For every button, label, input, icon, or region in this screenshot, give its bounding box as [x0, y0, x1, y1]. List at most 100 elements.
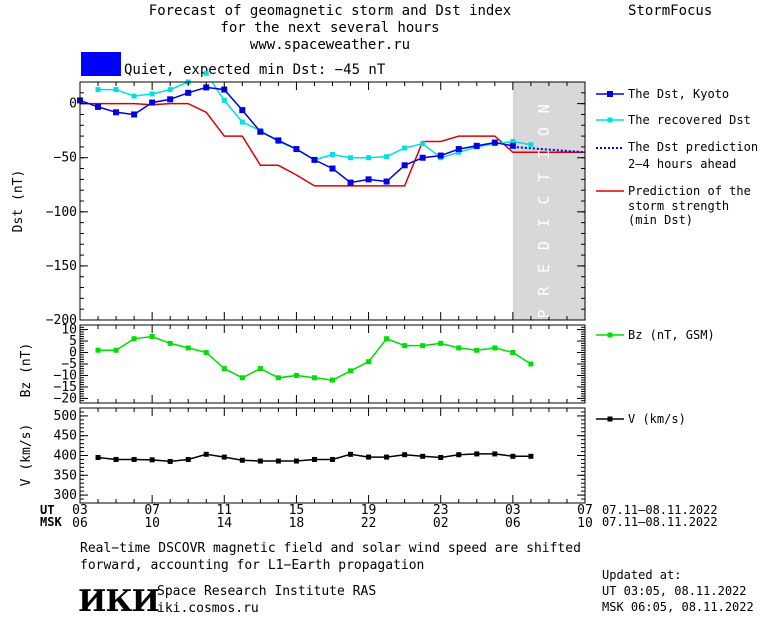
series-bz-point	[420, 343, 426, 349]
series-v-point	[348, 451, 354, 457]
footer-note-line1: Real−time DSCOVR magnetic field and sola…	[80, 541, 581, 556]
series-bz-point	[402, 343, 408, 349]
x-tick-label-ut: 03	[72, 503, 88, 518]
y-tick-label: −5	[61, 357, 77, 372]
series-recovered-point	[456, 149, 462, 155]
x-tick-label-ut: 07	[577, 503, 593, 518]
institute-url[interactable]: iki.cosmos.ru	[157, 601, 259, 616]
y-axis-label: Bz (nT)	[19, 343, 34, 398]
iki-logo: ИКИ	[78, 584, 160, 619]
series-v-point	[366, 454, 372, 460]
prediction-label-letter: I	[535, 218, 553, 227]
chart-title-line2: for the next several hours	[220, 20, 440, 36]
series-bz-point	[384, 336, 390, 342]
y-tick-label: 0	[69, 97, 77, 112]
series-v-point	[275, 458, 281, 464]
series-kyoto-point	[293, 146, 300, 153]
x-tick-label-ut: 03	[505, 503, 521, 518]
series-recovered-point	[167, 87, 173, 93]
series-kyoto-point	[419, 154, 426, 161]
series-bz-point	[330, 377, 335, 383]
axis-msk-label: MSK	[40, 515, 62, 529]
series-recovered-line	[98, 82, 532, 161]
series-kyoto-point	[95, 103, 102, 110]
updated-label: Updated at:	[602, 568, 682, 582]
series-recovered-point	[528, 142, 534, 148]
series-v-point	[293, 458, 299, 464]
series-bz-point	[167, 340, 173, 346]
x-tick-label-ut: 07	[144, 503, 160, 518]
y-tick-label: 450	[54, 429, 77, 444]
series-recovered-point	[113, 87, 119, 93]
series-kyoto-point	[329, 165, 336, 172]
series-bz-point	[113, 347, 119, 353]
series-kyoto-point	[509, 142, 516, 149]
series-kyoto-point	[365, 176, 372, 183]
y-tick-label: 10	[61, 323, 77, 338]
series-recovered-point	[221, 97, 227, 103]
series-v-point	[239, 457, 245, 463]
series-v-point	[185, 456, 191, 462]
y-tick-label: −50	[54, 151, 77, 166]
prediction-label-letter: E	[535, 264, 553, 273]
series-recovered-point	[239, 119, 245, 125]
legend-swatch-bz-marker	[607, 332, 613, 338]
series-v-point	[311, 456, 317, 462]
y-axis-label: V (km/s)	[19, 424, 34, 487]
series-kyoto-point	[275, 137, 282, 144]
prediction-band	[512, 82, 585, 320]
legend-swatch-kyoto-marker	[607, 91, 613, 97]
panel-frame	[79, 81, 586, 321]
series-kyoto-point	[383, 178, 390, 185]
series-kyoto-point	[311, 156, 318, 163]
series-v-point	[330, 456, 335, 462]
series-v-point	[510, 453, 516, 459]
legend-storm-line2: storm strength	[628, 199, 730, 213]
y-tick-label: 400	[54, 449, 77, 464]
legend-dst-recovered: The recovered Dst	[628, 113, 751, 127]
x-tick-label-msk: 14	[216, 516, 232, 531]
series-bz-point	[311, 375, 317, 381]
series-bz-point	[492, 345, 498, 351]
series-bz-point	[221, 366, 227, 372]
x-tick-label-ut: 23	[433, 503, 449, 518]
y-tick-label: −20	[54, 391, 77, 406]
series-v-point	[113, 456, 119, 462]
y-tick-label: 0	[69, 346, 77, 361]
x-tick-label-ut: 19	[361, 503, 377, 518]
y-tick-label: 350	[54, 468, 77, 483]
series-v-point	[528, 453, 534, 459]
y-tick-label: −10	[54, 368, 77, 383]
x-tick-label-ut: 11	[216, 503, 232, 518]
legend-storm-line1: Prediction of the	[628, 184, 751, 198]
series-bz-point	[203, 350, 209, 356]
series-bz-point	[348, 368, 354, 374]
y-tick-label: −150	[46, 259, 77, 274]
institute-name: Space Research Institute RAS	[157, 584, 377, 599]
series-kyoto-point	[131, 111, 138, 118]
series-kyoto-point	[149, 99, 156, 106]
series-v-point	[384, 454, 390, 460]
series-v-point	[438, 454, 444, 460]
x-tick-label-msk: 10	[144, 516, 160, 531]
series-v-point	[492, 451, 498, 457]
series-bz-point	[474, 347, 480, 353]
legend-dst-prediction-line2: 2–4 hours ahead	[628, 157, 737, 171]
series-v-point	[474, 451, 480, 457]
series-v-point	[167, 458, 173, 464]
series-recovered-point	[384, 154, 390, 160]
series-recovered-point	[420, 141, 426, 147]
series-v-point	[257, 458, 263, 464]
axis-msk-range: 07.11–08.11.2022	[602, 515, 718, 529]
axis-ut-range: 07.11–08.11.2022	[602, 503, 718, 517]
axis-ut-label: UT	[40, 503, 55, 517]
prediction-label-letter: N	[535, 104, 553, 113]
series-bz-point	[456, 345, 462, 351]
series-recovered-point	[203, 70, 209, 76]
series-prediction-line	[512, 145, 585, 154]
prediction-label-letter: I	[535, 150, 553, 159]
series-v-point	[402, 452, 408, 458]
series-recovered-point	[402, 145, 408, 151]
x-tick-label-msk: 22	[361, 516, 377, 531]
series-bz-point	[528, 361, 534, 367]
